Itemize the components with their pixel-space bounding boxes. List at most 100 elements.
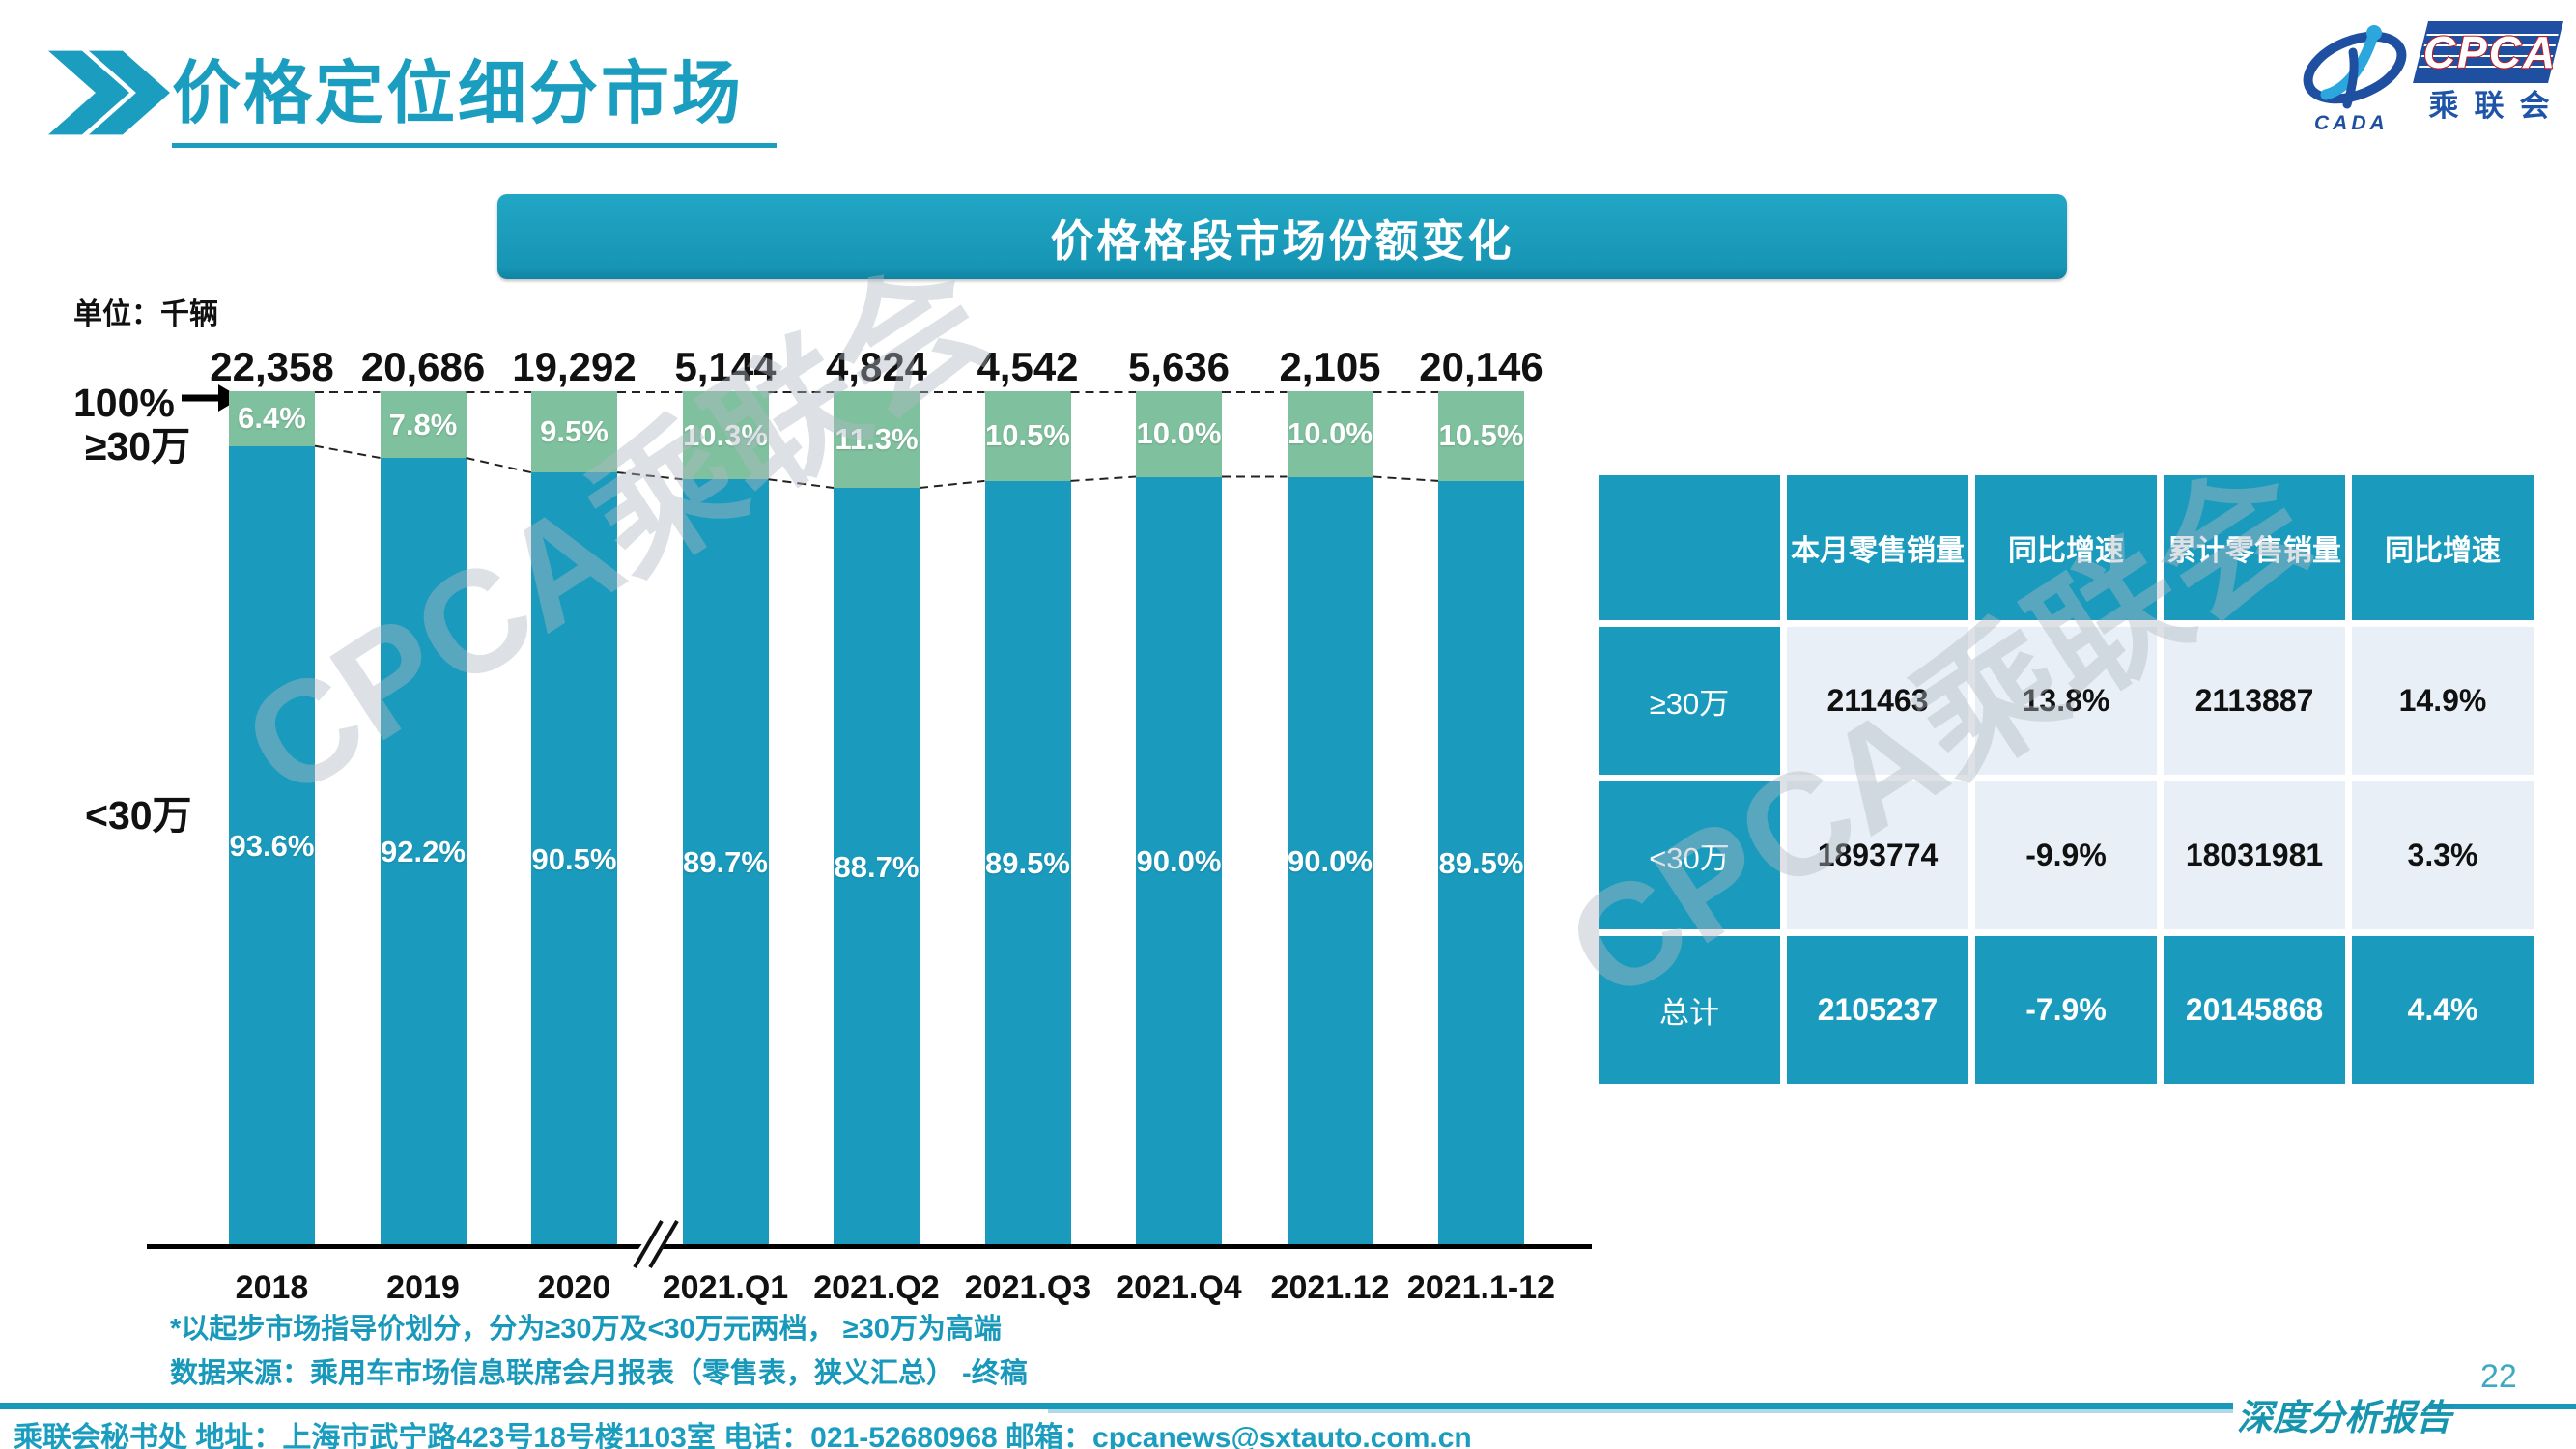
bar-label-lt30: 89.5%	[1438, 845, 1524, 880]
footnote-definition: *以起步市场指导价划分，分为≥30万及<30万元两档， ≥30万为高端	[170, 1314, 1002, 1345]
bar-label-ge30: 7.8%	[388, 407, 458, 441]
bar-label-lt30: 89.7%	[683, 845, 768, 880]
axis-ge30-label: ≥30万	[85, 424, 191, 469]
table-row-label: <30万	[1599, 781, 1780, 929]
bar-segment-ge30: 10.0%	[1287, 391, 1373, 477]
report-label: 深度分析报告	[2237, 1396, 2451, 1438]
category-label: 2021.12	[1270, 1269, 1390, 1306]
category-label: 2021.Q3	[964, 1269, 1091, 1306]
axis-break-icon	[630, 1213, 679, 1271]
bar-label-ge30: 11.3%	[835, 422, 919, 456]
bar-total-label: 4,542	[977, 344, 1079, 389]
bar-segment-ge30: 10.5%	[1438, 391, 1524, 481]
cpca-chinese-text: 乘联会	[2429, 89, 2565, 123]
footer-address: 乘联会秘书处 地址：上海市武宁路423号18号楼1103室 电话：021-526…	[14, 1422, 1472, 1449]
bar-segment-ge30: 7.8%	[380, 391, 467, 458]
cada-text: CADA	[2314, 112, 2389, 134]
axis-lt30-label: <30万	[85, 793, 192, 838]
cpca-text: CPCA	[2423, 27, 2557, 77]
bar-segment-lt30: 90.5%	[531, 472, 617, 1246]
table-cell: 2113887	[2164, 627, 2345, 775]
chart-title: 价格格段市场份额变化	[1050, 215, 1514, 266]
chart-title-banner: 价格格段市场份额变化	[497, 194, 2067, 279]
bar-segment-ge30: 11.3%	[834, 391, 920, 488]
table-cell: 4.4%	[2352, 936, 2534, 1084]
table-cell: 211463	[1787, 627, 1968, 775]
bar-segment-ge30: 10.3%	[682, 391, 769, 480]
bar-total-label: 5,636	[1127, 344, 1231, 389]
bar-label-ge30: 10.3%	[683, 417, 768, 452]
bar-total-label: 4,824	[825, 344, 928, 389]
bar-label-ge30: 10.0%	[1288, 416, 1373, 451]
bar-label-ge30: 6.4%	[238, 401, 306, 436]
axis-100-label: 100%	[73, 381, 175, 425]
bar-segment-lt30: 89.7%	[682, 479, 769, 1246]
table-cell: 3.3%	[2352, 781, 2534, 929]
bar-label-ge30: 10.0%	[1136, 416, 1222, 451]
table-cell: 20145868	[2164, 936, 2345, 1084]
bar-total-label: 2,105	[1279, 344, 1381, 389]
cpca-logo: CADA CPCA 乘联会	[2303, 21, 2565, 134]
cada-emblem-icon: CADA	[2303, 25, 2407, 134]
double-chevron-icon	[48, 50, 170, 135]
category-label: 2019	[386, 1269, 460, 1306]
category-label: 2021.Q4	[1116, 1269, 1242, 1306]
bar-label-lt30: 89.5%	[985, 845, 1070, 880]
summary-table: 本月零售销量 同比增速 累计零售销量 同比增速 ≥30万 211463 13.8% 21138…	[1599, 475, 2534, 1084]
bar-label-ge30: 10.5%	[1438, 418, 1524, 453]
category-label: 2018	[235, 1269, 309, 1306]
bar-segment-lt30: 89.5%	[984, 480, 1071, 1246]
bar-label-ge30: 10.5%	[985, 418, 1070, 453]
footer-divider-light	[1048, 1409, 2233, 1413]
bar-segment-lt30: 93.6%	[229, 445, 315, 1246]
table-cell: 14.9%	[2352, 627, 2534, 775]
cpca-wordmark: CPCA 乘联会	[2413, 21, 2565, 123]
table-row-label: ≥30万	[1599, 627, 1780, 775]
table-header-cell: 累计零售销量	[2164, 475, 2345, 620]
bar-segment-lt30: 92.2%	[380, 458, 467, 1246]
stacked-bar: 7.8% 92.2%	[380, 391, 467, 1246]
bar-total-label: 20,146	[1419, 344, 1543, 389]
table-header-cell: 同比增速	[2352, 475, 2534, 620]
footer-divider	[0, 1403, 2233, 1409]
page-number: 22	[2480, 1358, 2517, 1395]
table-cell: -7.9%	[1975, 936, 2157, 1084]
table-cell: -9.9%	[1975, 781, 2157, 929]
bar-label-ge30: 9.5%	[540, 414, 609, 449]
bar-segment-ge30: 9.5%	[531, 391, 617, 473]
bar-label-lt30: 90.0%	[1288, 843, 1373, 878]
bar-segment-ge30: 10.5%	[984, 391, 1071, 481]
bar-total-label: 20,686	[360, 344, 486, 389]
x-axis-line	[147, 1244, 1592, 1249]
stacked-bar: 6.4% 93.6%	[229, 391, 315, 1246]
bar-segment-ge30: 6.4%	[229, 391, 315, 446]
bar-segment-lt30: 90.0%	[1136, 476, 1222, 1246]
bar-segment-lt30: 88.7%	[834, 488, 920, 1246]
table-header-cell: 本月零售销量	[1787, 475, 1968, 620]
stacked-bar: 10.5% 89.5%	[984, 391, 1071, 1246]
category-label: 2020	[537, 1269, 611, 1306]
table-cell: 1893774	[1787, 781, 1968, 929]
table-row-label: 总计	[1599, 936, 1780, 1084]
bar-label-lt30: 93.6%	[229, 828, 315, 863]
bar-total-label: 22,358	[210, 344, 334, 389]
stacked-bar: 10.3% 89.7%	[682, 391, 769, 1246]
bar-segment-lt30: 89.5%	[1438, 480, 1524, 1246]
bar-total-label: 19,292	[512, 344, 637, 389]
page-title: 价格定位细分市场	[172, 39, 778, 148]
bar-segment-ge30: 10.0%	[1136, 391, 1222, 477]
category-label: 2021.Q2	[813, 1269, 940, 1306]
bar-label-lt30: 88.7%	[834, 849, 920, 884]
table-header-cell: 同比增速	[1975, 475, 2157, 620]
stacked-bar: 11.3% 88.7%	[834, 391, 920, 1246]
table-header-cell	[1599, 475, 1780, 620]
unit-label: 单位：千辆	[73, 298, 218, 330]
bar-label-lt30: 92.2%	[381, 835, 466, 868]
bar-total-label: 5,144	[674, 344, 777, 389]
stacked-bar: 10.5% 89.5%	[1438, 391, 1524, 1246]
stacked-bar: 9.5% 90.5%	[531, 391, 617, 1246]
footer-divider-right	[2429, 1404, 2576, 1409]
category-label: 2021.1-12	[1406, 1269, 1556, 1306]
bar-label-lt30: 90.0%	[1136, 843, 1222, 878]
